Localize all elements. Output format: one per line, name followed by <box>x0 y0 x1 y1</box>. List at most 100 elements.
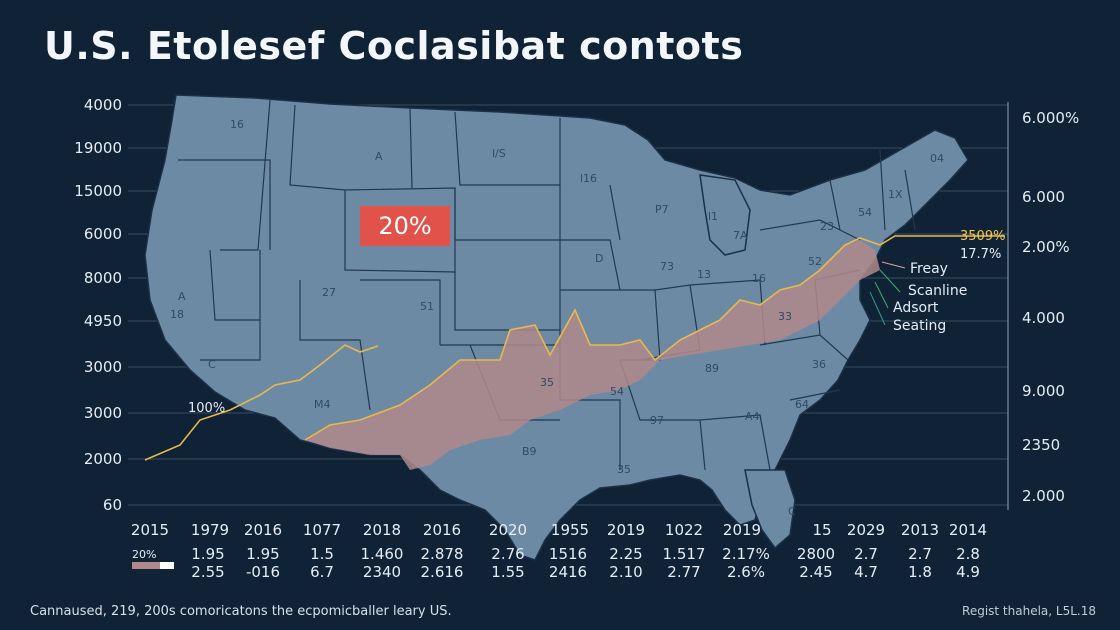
state-mark: 1X <box>888 188 903 201</box>
row2-value: 2.10 <box>609 563 642 581</box>
state-mark: M4 <box>314 398 331 411</box>
right-axis: 6.000% 6.000 2.00% 4.000 9.000 2350 2.00… <box>1022 109 1079 505</box>
row1-value: 1.517 <box>663 545 706 563</box>
row2-value: 4.9 <box>956 563 980 581</box>
value-row-1: 1.95 1.95 1.5 1.460 2.878 2.76 1516 2.25… <box>191 545 980 563</box>
row2-value: 2.616 <box>421 563 464 581</box>
state-mark: 35 <box>540 376 554 389</box>
state-mark: l1 <box>708 210 718 223</box>
state-marks: 16 A l/S l16 P7 l1 73 04 27 51 D 23 C 13… <box>170 118 944 518</box>
row1-value: 2800 <box>797 545 835 563</box>
left-axis-label: 60 <box>103 496 122 514</box>
state-mark: 51 <box>420 300 434 313</box>
row1-value: 2.7 <box>854 545 878 563</box>
row1-value: 1.95 <box>191 545 224 563</box>
legend-item-scanline: Scanline <box>908 283 967 299</box>
state-mark: 73 <box>660 260 674 273</box>
left-axis-label: 4000 <box>84 96 122 114</box>
right-axis-label: 6.000 <box>1022 188 1065 206</box>
left-axis-label: 3000 <box>84 358 122 376</box>
state-mark: 64 <box>795 398 809 411</box>
highlight-badge: 20% <box>360 206 450 246</box>
row1-value: 2.25 <box>609 545 642 563</box>
left-axis-label: 2000 <box>84 450 122 468</box>
state-mark: C <box>208 358 216 371</box>
state-mark: l/S <box>492 147 506 160</box>
state-mark: 27 <box>322 286 336 299</box>
row1-value: 1.460 <box>361 545 404 563</box>
legend-item-adsort: Adsort <box>893 300 939 316</box>
annotation-right-pct: 3509% <box>960 229 1005 244</box>
state-mark: 36 <box>812 358 826 371</box>
state-mark: 23 <box>820 220 834 233</box>
state-mark: A <box>178 290 186 303</box>
row1-value: 2.7 <box>908 545 932 563</box>
row1-value: 2.8 <box>956 545 980 563</box>
trend-line <box>144 344 379 461</box>
x-axis-label: 2018 <box>363 521 401 539</box>
x-axis-label: 2013 <box>901 521 939 539</box>
state-mark: 35 <box>617 463 631 476</box>
state-mark: D <box>595 252 603 265</box>
annotation-left-pct: 100% <box>188 401 225 416</box>
x-axis-label: 2014 <box>949 521 987 539</box>
x-axis: 2015 1979 2016 1077 2018 2016 2020 1955 … <box>131 521 987 539</box>
x-axis-label: 1022 <box>665 521 703 539</box>
state-mark: A4 <box>745 410 760 423</box>
right-axis-label: 2.00% <box>1022 238 1070 256</box>
x-axis-label: 2020 <box>489 521 527 539</box>
annotation-right-pct2: 17.7% <box>960 247 1001 262</box>
legend-item-freay: Freay <box>910 261 948 277</box>
state-mark: 16 <box>230 118 244 131</box>
state-mark: P7 <box>655 203 669 216</box>
x-axis-label: 2016 <box>244 521 282 539</box>
state-mark: 54 <box>858 206 872 219</box>
left-axis-label: 4950 <box>84 312 122 330</box>
us-map: 16 A l/S l16 P7 l1 73 04 27 51 D 23 C 13… <box>144 94 1005 561</box>
state-mark: 52 <box>808 255 822 268</box>
right-axis-label: 6.000% <box>1022 109 1079 127</box>
legend-swatch: 20% <box>132 548 174 569</box>
x-axis-label: 1955 <box>551 521 589 539</box>
row2-value: 2340 <box>363 563 401 581</box>
state-mark: 13 <box>697 268 711 281</box>
row1-value: 2.17% <box>722 545 770 563</box>
x-axis-label: 2016 <box>423 521 461 539</box>
row2-value: -016 <box>246 563 280 581</box>
us-outline <box>144 94 969 561</box>
legend-swatch-white <box>160 562 174 569</box>
right-axis-label: 2350 <box>1022 436 1060 454</box>
row1-value: 1516 <box>549 545 587 563</box>
right-axis-label: 4.000 <box>1022 309 1065 327</box>
row2-value: 6.7 <box>310 563 334 581</box>
left-axis-label: 19000 <box>74 139 122 157</box>
highlight-band <box>305 240 880 470</box>
state-mark: 18 <box>170 308 184 321</box>
row2-value: 2.55 <box>191 563 224 581</box>
row2-value: 1.8 <box>908 563 932 581</box>
legend-item-seating: Seating <box>893 318 946 334</box>
x-axis-label: 2015 <box>131 521 169 539</box>
state-mark: l16 <box>580 172 597 185</box>
left-axis-label: 8000 <box>84 269 122 287</box>
state-mark: 97 <box>650 414 664 427</box>
x-axis-label: 15 <box>812 521 831 539</box>
footer-source: Regist thahela, L5L.18 <box>962 604 1096 618</box>
row2-value: 2.6% <box>727 563 765 581</box>
footer-note: Cannaused, 219, 200s comoricatons the ec… <box>30 604 452 619</box>
row2-value: 4.7 <box>854 563 878 581</box>
value-row-2: 2.55 -016 6.7 2340 2.616 1.55 2416 2.10 … <box>191 563 980 581</box>
state-mark: 33 <box>778 310 792 323</box>
state-mark: A <box>375 150 383 163</box>
x-axis-label: 2019 <box>723 521 761 539</box>
row1-value: 1.95 <box>246 545 279 563</box>
legend-swatch-label: 20% <box>132 548 156 561</box>
legend: Freay Scanline Adsort Seating <box>893 261 967 334</box>
right-axis-label: 9.000 <box>1022 382 1065 400</box>
legend-swatch-band <box>132 562 160 569</box>
right-axis-label: 2.000 <box>1022 487 1065 505</box>
state-mark: C <box>788 505 796 518</box>
row2-value: 2.77 <box>667 563 700 581</box>
x-axis-label: 2029 <box>847 521 885 539</box>
